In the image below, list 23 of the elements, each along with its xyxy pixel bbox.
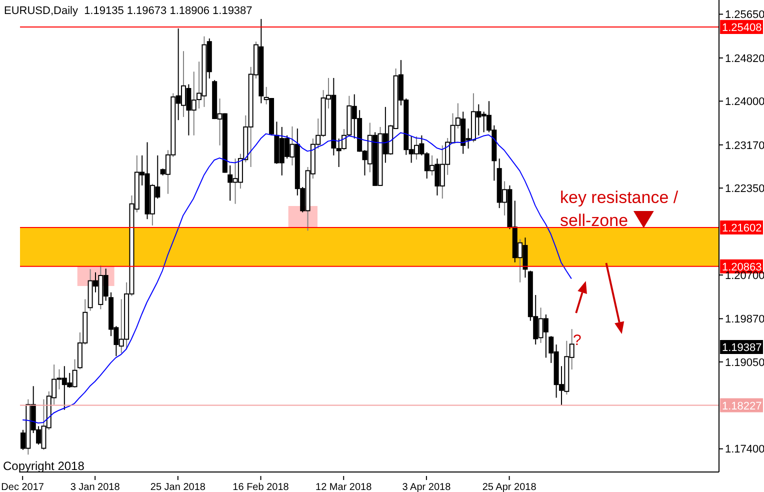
y-tick-label: 1.25650: [725, 9, 764, 22]
y-tick-label: 1.24000: [725, 96, 764, 108]
y-tick-label: 1.17400: [725, 444, 764, 456]
text: 1.19387: [722, 342, 762, 354]
x-tick-label: 3 Jan 2018: [70, 482, 120, 492]
y-tick-label: 1.23170: [725, 140, 764, 152]
x-tick-label: 3 Apr 2018: [402, 482, 452, 492]
x-tick-label: 12 Mar 2018: [316, 482, 372, 492]
x-tick-label: 25 Jan 2018: [150, 482, 206, 492]
y-tick-label: 1.22350: [725, 182, 764, 195]
x-tick-label: Dec 2017: [1, 482, 44, 492]
x-tick-label: 16 Feb 2018: [232, 482, 290, 492]
x-tick-label: 25 Apr 2018: [482, 482, 537, 492]
ref-line-label: 1.18227: [722, 400, 762, 412]
y-tick-label: 1.19050: [725, 356, 764, 369]
ref-line-label: 1.21602: [722, 222, 762, 234]
annotation: ?: [573, 332, 582, 349]
y-tick-label: 1.19870: [725, 314, 764, 326]
annotation: Copyright 2018: [3, 459, 85, 473]
y-tick-label: 1.24820: [725, 52, 764, 65]
ref-line-label: 1.25408: [722, 22, 762, 34]
annotation: key resistance / sell-zone: [560, 188, 678, 230]
chart-title: EURUSD,Daily 1.19135 1.19673 1.18906 1.19387: [4, 5, 252, 17]
